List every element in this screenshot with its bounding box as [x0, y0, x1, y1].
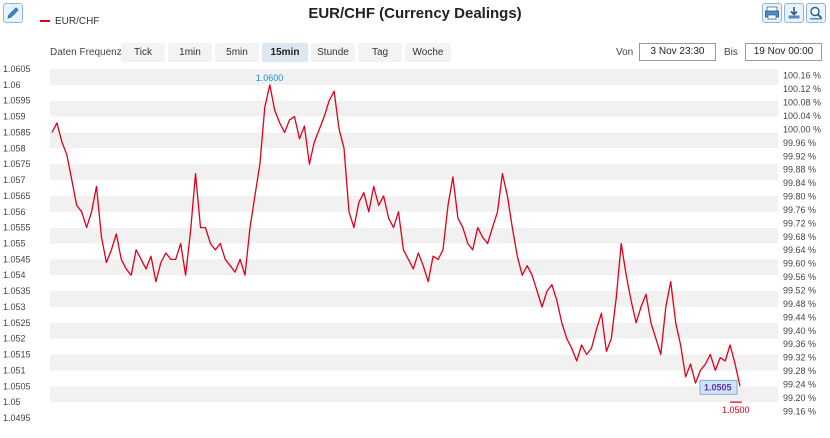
- y-tick-label: 1.06: [3, 80, 21, 90]
- grid-band: [50, 354, 778, 371]
- y-tick-label: 1.059: [3, 112, 26, 122]
- legend-swatch: [40, 20, 50, 23]
- y2-tick-label: 100.16 %: [783, 71, 821, 81]
- freq-1min-button[interactable]: 1min: [168, 43, 212, 62]
- min-value-label: 1.0500: [722, 405, 750, 415]
- y-tick-label: 1.0605: [3, 64, 31, 74]
- to-label: Bis: [724, 47, 738, 58]
- y2-tick-label: 99.24 %: [783, 379, 816, 389]
- max-value-label: 1.0600: [256, 73, 284, 83]
- y2-tick-label: 99.32 %: [783, 353, 816, 363]
- y-tick-label: 1.05: [3, 397, 21, 407]
- y-tick-label: 1.058: [3, 143, 26, 153]
- y2-tick-label: 99.16 %: [783, 406, 816, 416]
- y-tick-label: 1.0495: [3, 413, 31, 423]
- y-tick-label: 1.0525: [3, 318, 31, 328]
- last-value-label: 1.0505: [704, 382, 732, 392]
- y2-tick-label: 99.84 %: [783, 178, 816, 188]
- y-tick-label: 1.051: [3, 365, 26, 375]
- y2-tick-label: 99.76 %: [783, 205, 816, 215]
- freq-tag-button[interactable]: Tag: [358, 43, 402, 62]
- from-label: Von: [616, 47, 634, 58]
- y2-tick-label: 99.28 %: [783, 366, 816, 376]
- y-tick-label: 1.0555: [3, 223, 31, 233]
- grid-band: [50, 100, 778, 117]
- y2-tick-label: 99.64 %: [783, 245, 816, 255]
- print-icon: [765, 6, 779, 20]
- last-value-marker: 1.0505: [699, 379, 738, 395]
- y2-tick-label: 99.52 %: [783, 285, 816, 295]
- grid-band: [50, 195, 778, 212]
- y-tick-label: 1.052: [3, 334, 26, 344]
- y2-tick-label: 99.44 %: [783, 312, 816, 322]
- y-tick-label: 1.0535: [3, 286, 31, 296]
- grid-band: [50, 291, 778, 307]
- y-tick-label: 1.055: [3, 239, 26, 249]
- y2-tick-label: 99.60 %: [783, 259, 816, 269]
- legend: EUR/CHF: [40, 16, 99, 27]
- edit-button[interactable]: [3, 3, 23, 23]
- y2-tick-label: 99.72 %: [783, 218, 816, 228]
- y-tick-label: 1.0515: [3, 350, 31, 360]
- y-tick-label: 1.054: [3, 270, 26, 280]
- y2-tick-label: 100.00 %: [783, 124, 821, 134]
- to-date-input[interactable]: 19 Nov 00:00: [745, 43, 822, 61]
- y2-tick-label: 100.12 %: [783, 84, 821, 94]
- freq-woche-button[interactable]: Woche: [405, 43, 451, 62]
- freq-15min-button[interactable]: 15min: [262, 43, 308, 62]
- y-tick-label: 1.0505: [3, 381, 31, 391]
- grid-band: [50, 69, 778, 85]
- y-tick-label: 1.0575: [3, 159, 31, 169]
- grid-band: [50, 386, 778, 403]
- y2-tick-label: 99.40 %: [783, 326, 816, 336]
- grid-band: [50, 164, 778, 181]
- y-tick-label: 1.057: [3, 175, 26, 185]
- download-button[interactable]: [784, 3, 804, 23]
- grid-band: [50, 322, 778, 339]
- zoom-icon: [810, 6, 823, 20]
- freq-stunde-button[interactable]: Stunde: [311, 43, 355, 62]
- download-icon: [788, 7, 800, 19]
- y-tick-label: 1.0565: [3, 191, 31, 201]
- edit-icon: [7, 7, 19, 19]
- y-axis-left: 1.0605 1.06 1.0595 1.059 1.0585 1.058 1.0575 1.…: [3, 64, 31, 423]
- y2-tick-label: 99.20 %: [783, 393, 816, 403]
- y2-tick-label: 99.88 %: [783, 165, 816, 175]
- y2-tick-label: 100.08 %: [783, 98, 821, 108]
- from-date-input[interactable]: 3 Nov 23:30: [639, 43, 716, 61]
- legend-label: EUR/CHF: [55, 16, 100, 27]
- grid-band: [50, 132, 778, 149]
- print-button[interactable]: [762, 3, 782, 23]
- y2-tick-label: 99.36 %: [783, 339, 816, 349]
- y2-tick-label: 99.56 %: [783, 272, 816, 282]
- y2-tick-label: 99.68 %: [783, 232, 816, 242]
- grid-bands: [50, 69, 778, 403]
- zoom-button[interactable]: [806, 3, 826, 23]
- y-tick-label: 1.0595: [3, 96, 31, 106]
- y-tick-label: 1.053: [3, 302, 26, 312]
- freq-tick-button[interactable]: Tick: [121, 43, 165, 62]
- y-tick-label: 1.056: [3, 207, 26, 217]
- series-line-eurchf: [51, 84, 741, 387]
- frequency-label: Daten Frequenz: [50, 47, 122, 58]
- y2-tick-label: 99.48 %: [783, 299, 816, 309]
- chart-title: EUR/CHF (Currency Dealings): [308, 5, 522, 22]
- y-tick-label: 1.0545: [3, 254, 31, 264]
- freq-5min-button[interactable]: 5min: [215, 43, 259, 62]
- y2-tick-label: 99.96 %: [783, 138, 816, 148]
- y2-tick-label: 100.04 %: [783, 111, 821, 121]
- grid-band: [50, 227, 778, 244]
- y2-tick-label: 99.92 %: [783, 151, 816, 161]
- y2-tick-label: 99.80 %: [783, 192, 816, 202]
- y-tick-label: 1.0585: [3, 127, 31, 137]
- y-axis-right: 100.16 % 100.12 % 100.08 % 100.04 % 100.00 %…: [783, 71, 821, 417]
